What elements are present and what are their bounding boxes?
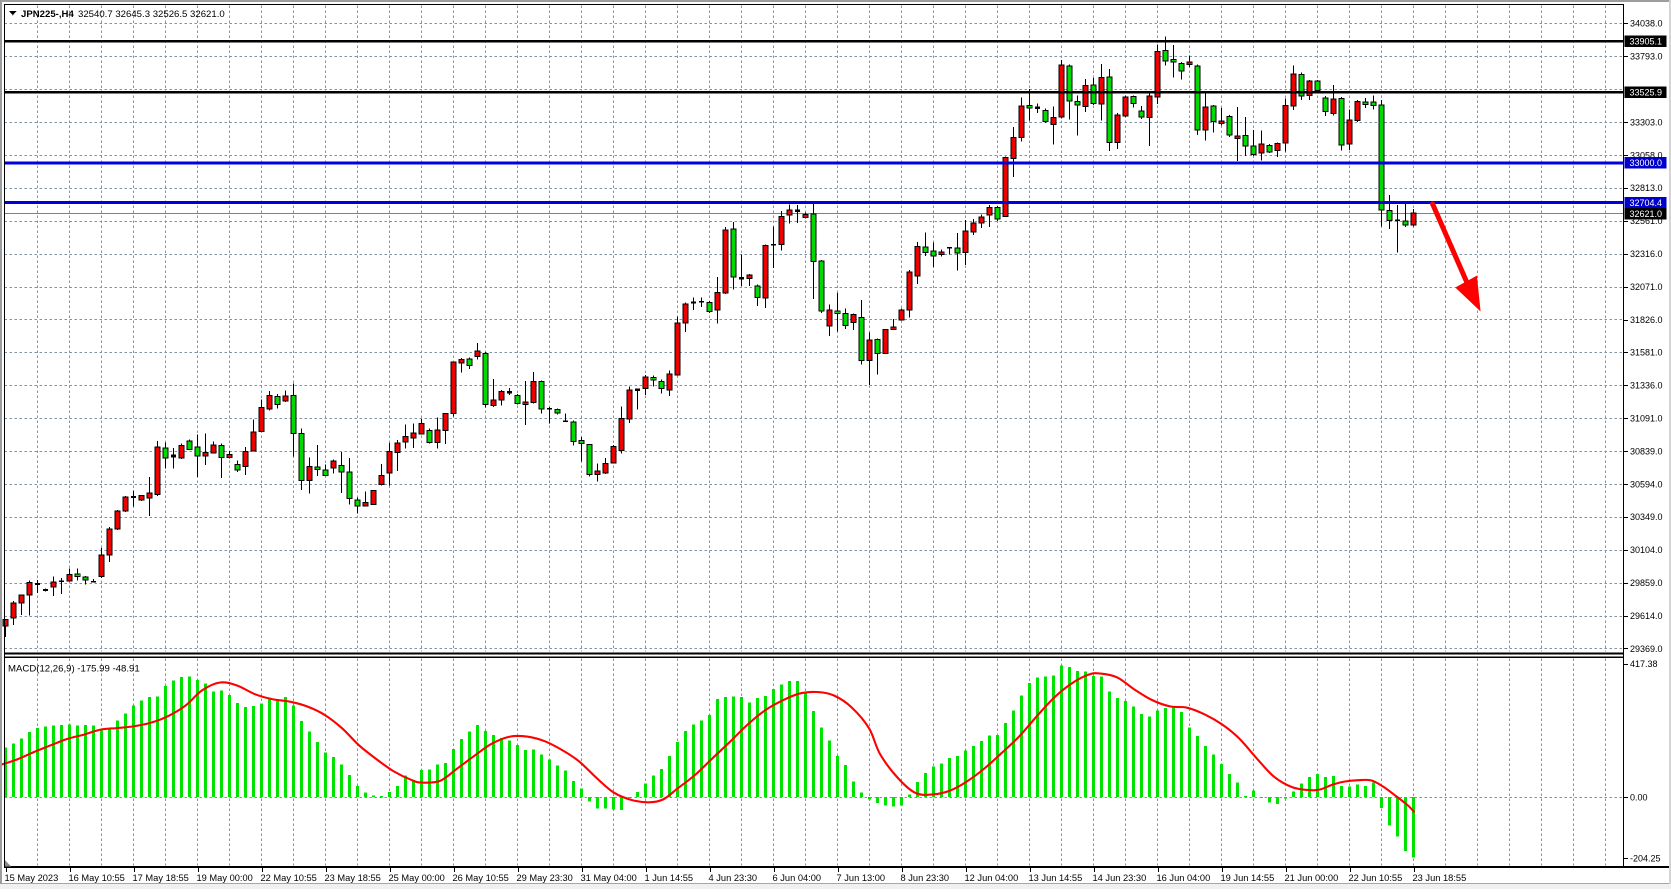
- svg-text:1 Jun 14:55: 1 Jun 14:55: [645, 873, 694, 883]
- svg-text:32704.4: 32704.4: [1630, 198, 1663, 208]
- svg-text:33058.0: 33058.0: [1630, 150, 1663, 160]
- svg-text:22 Jun 10:55: 22 Jun 10:55: [1349, 873, 1403, 883]
- svg-text:29614.0: 29614.0: [1630, 611, 1663, 621]
- svg-text:0.00: 0.00: [1630, 792, 1648, 802]
- svg-text:MACD(12,26,9) -175.99 -48.91: MACD(12,26,9) -175.99 -48.91: [8, 664, 140, 675]
- svg-text:31091.0: 31091.0: [1630, 414, 1663, 424]
- svg-text:23 May 18:55: 23 May 18:55: [325, 873, 381, 883]
- svg-text:23 Jun 18:55: 23 Jun 18:55: [1413, 873, 1467, 883]
- svg-text:15 May 2023: 15 May 2023: [5, 873, 59, 883]
- svg-text:29859.0: 29859.0: [1630, 578, 1663, 588]
- svg-text:6 Jun 04:00: 6 Jun 04:00: [773, 873, 822, 883]
- svg-text:25 May 00:00: 25 May 00:00: [389, 873, 445, 883]
- svg-text:32561.0: 32561.0: [1630, 216, 1663, 226]
- svg-text:16 Jun 04:00: 16 Jun 04:00: [1157, 873, 1211, 883]
- svg-text:32316.0: 32316.0: [1630, 249, 1663, 259]
- svg-text:31 May 04:00: 31 May 04:00: [581, 873, 637, 883]
- svg-text:30594.0: 30594.0: [1630, 479, 1663, 489]
- svg-text:33905.1: 33905.1: [1630, 37, 1663, 47]
- svg-text:32621.0: 32621.0: [1630, 209, 1663, 219]
- svg-text:13 Jun 14:55: 13 Jun 14:55: [1029, 873, 1083, 883]
- svg-text:JPN225-,H4: JPN225-,H4: [21, 9, 74, 20]
- svg-text:31826.0: 31826.0: [1630, 315, 1663, 325]
- svg-text:32813.0: 32813.0: [1630, 183, 1663, 193]
- svg-text:16 May 10:55: 16 May 10:55: [69, 873, 125, 883]
- svg-text:30349.0: 30349.0: [1630, 512, 1663, 522]
- svg-text:30104.0: 30104.0: [1630, 545, 1663, 555]
- svg-text:19 Jun 14:55: 19 Jun 14:55: [1221, 873, 1275, 883]
- svg-text:26 May 10:55: 26 May 10:55: [453, 873, 509, 883]
- svg-text:33000.0: 33000.0: [1630, 158, 1663, 168]
- svg-text:33525.9: 33525.9: [1630, 88, 1663, 98]
- svg-text:12 Jun 04:00: 12 Jun 04:00: [965, 873, 1019, 883]
- svg-text:29369.0: 29369.0: [1630, 644, 1663, 654]
- svg-text:21 Jun 00:00: 21 Jun 00:00: [1285, 873, 1339, 883]
- svg-text:33303.0: 33303.0: [1630, 117, 1663, 127]
- svg-text:29 May 23:30: 29 May 23:30: [517, 873, 573, 883]
- svg-text:32540.7 32645.3 32526.5 32621.: 32540.7 32645.3 32526.5 32621.0: [78, 9, 225, 20]
- svg-text:417.38: 417.38: [1630, 659, 1658, 669]
- svg-text:4 Jun 23:30: 4 Jun 23:30: [709, 873, 758, 883]
- svg-text:31336.0: 31336.0: [1630, 381, 1663, 391]
- svg-text:32071.0: 32071.0: [1630, 282, 1663, 292]
- svg-text:-204.25: -204.25: [1630, 853, 1661, 863]
- svg-text:19 May 00:00: 19 May 00:00: [197, 873, 253, 883]
- svg-text:8 Jun 23:30: 8 Jun 23:30: [901, 873, 950, 883]
- svg-text:17 May 18:55: 17 May 18:55: [133, 873, 189, 883]
- svg-text:30839.0: 30839.0: [1630, 446, 1663, 456]
- svg-text:7 Jun 13:00: 7 Jun 13:00: [837, 873, 886, 883]
- svg-text:22 May 10:55: 22 May 10:55: [261, 873, 317, 883]
- svg-text:33793.0: 33793.0: [1630, 52, 1663, 62]
- svg-text:14 Jun 23:30: 14 Jun 23:30: [1093, 873, 1147, 883]
- svg-text:31581.0: 31581.0: [1630, 348, 1663, 358]
- svg-text:34038.0: 34038.0: [1630, 19, 1663, 29]
